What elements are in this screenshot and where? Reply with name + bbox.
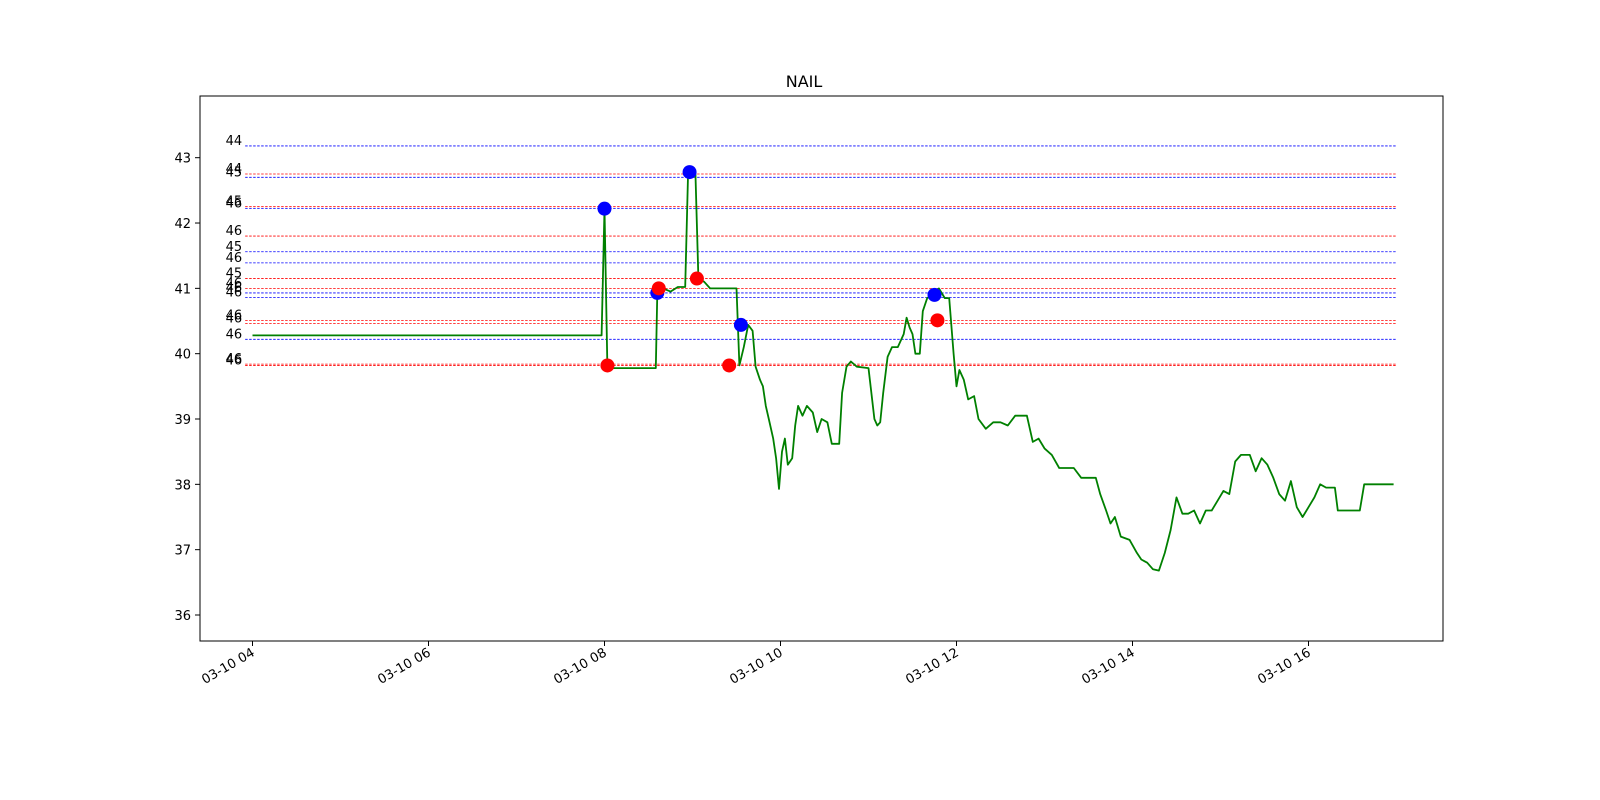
level-label: 46 bbox=[226, 285, 243, 300]
level-label: 46 bbox=[226, 312, 243, 327]
level-label: 46 bbox=[226, 327, 243, 342]
sell-marker bbox=[733, 317, 748, 332]
y-tick-label: 42 bbox=[174, 217, 191, 232]
level-label: 46 bbox=[226, 224, 243, 239]
y-tick-label: 40 bbox=[174, 348, 191, 363]
y-tick-label: 38 bbox=[174, 478, 191, 493]
level-label: 46 bbox=[226, 281, 243, 296]
buy-marker bbox=[689, 271, 704, 286]
y-tick-label: 36 bbox=[174, 609, 191, 624]
level-label: 46 bbox=[226, 308, 243, 323]
level-label: 46 bbox=[226, 353, 243, 368]
buy-marker bbox=[651, 281, 666, 296]
y-tick-label: 41 bbox=[174, 282, 191, 297]
sell-marker bbox=[597, 201, 612, 216]
level-label: 45 bbox=[226, 240, 243, 255]
buy-marker bbox=[930, 313, 945, 328]
sell-marker bbox=[682, 165, 697, 180]
level-label: 45 bbox=[226, 195, 243, 210]
plot-frame bbox=[199, 95, 1444, 642]
buy-marker bbox=[600, 358, 615, 373]
level-label: 44 bbox=[226, 134, 243, 149]
y-axis: 36 37 38 39 40 41 42 43 bbox=[174, 152, 200, 624]
level-label: 46 bbox=[226, 276, 243, 291]
price-line bbox=[252, 171, 1394, 572]
buy-marker bbox=[722, 358, 737, 373]
level-label: 44 bbox=[226, 162, 243, 177]
y-tick-label: 37 bbox=[174, 544, 191, 559]
y-tick-label: 39 bbox=[174, 413, 191, 428]
level-label: 46 bbox=[226, 352, 243, 367]
price-series bbox=[252, 171, 1394, 572]
trade-markers bbox=[597, 165, 945, 373]
sell-marker bbox=[927, 287, 942, 302]
level-label: 45 bbox=[226, 165, 243, 180]
level-label: 46 bbox=[226, 251, 243, 266]
y-tick-label: 43 bbox=[174, 152, 191, 167]
chart-title: NAIL bbox=[786, 72, 823, 91]
level-label: 46 bbox=[226, 197, 243, 212]
level-label: 45 bbox=[226, 267, 243, 282]
